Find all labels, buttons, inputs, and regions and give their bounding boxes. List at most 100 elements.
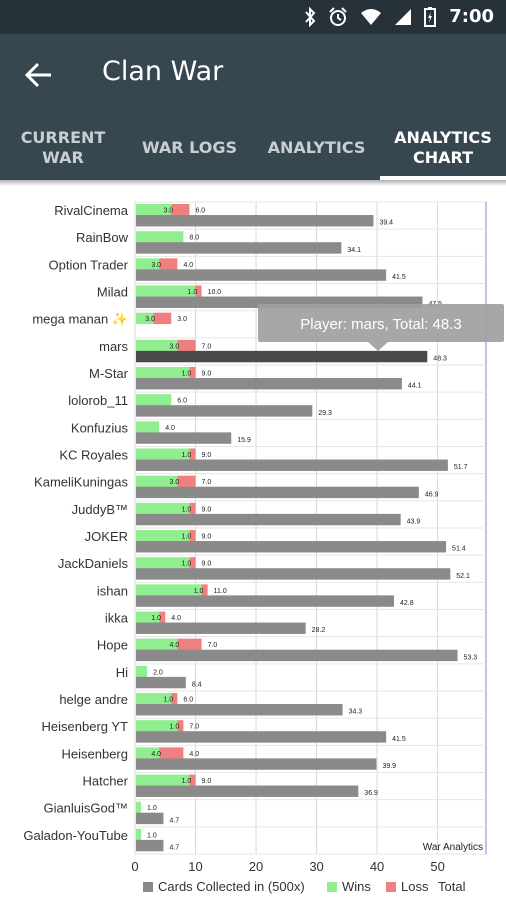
wins-value-label: 4.0 bbox=[183, 262, 193, 269]
category-label: Hope bbox=[97, 638, 128, 653]
cards-value-label: 29.3 bbox=[318, 410, 332, 417]
wins-bar bbox=[136, 231, 184, 243]
tab-analytics-chart[interactable]: ANALYTICS CHART bbox=[380, 116, 506, 180]
loss-value-label: 3.0 bbox=[169, 343, 179, 350]
cards-value-label: 41.5 bbox=[392, 736, 406, 743]
loss-bar bbox=[189, 557, 196, 569]
cards-value-label: 48.3 bbox=[433, 356, 447, 363]
cards-bar bbox=[136, 541, 447, 553]
arrow-back-icon[interactable] bbox=[24, 60, 54, 90]
category-label: ikka bbox=[105, 611, 129, 626]
wins-value-label: 9.0 bbox=[202, 778, 212, 785]
tab-analytics-chart-line2: CHART bbox=[412, 148, 474, 167]
cards-bar bbox=[136, 432, 232, 444]
loss-value-label: 1.0 bbox=[182, 778, 192, 785]
wins-bar bbox=[136, 828, 142, 841]
loss-bar bbox=[171, 693, 178, 705]
wins-bar bbox=[136, 421, 160, 433]
cards-value-label: 41.5 bbox=[392, 274, 406, 281]
legend-swatch bbox=[327, 882, 337, 892]
status-icons bbox=[304, 7, 436, 27]
cards-bar bbox=[136, 215, 374, 227]
category-label: Hi bbox=[116, 665, 128, 680]
loss-bar bbox=[177, 475, 196, 488]
category-label: JuddyB™ bbox=[72, 502, 128, 517]
cards-value-label: 34.3 bbox=[349, 709, 363, 716]
loss-value-label: 3.0 bbox=[163, 208, 173, 215]
category-label: RainBow bbox=[76, 230, 129, 245]
category-label: lolorob_11 bbox=[68, 393, 128, 408]
wins-value-label: 11.0 bbox=[214, 588, 227, 595]
tab-current-war-line2: WAR bbox=[42, 148, 84, 167]
wins-value-label: 4.0 bbox=[171, 615, 181, 622]
bluetooth-icon bbox=[305, 7, 316, 27]
tab-war-logs[interactable]: WAR LOGS bbox=[126, 116, 253, 180]
category-label: RivalCinema bbox=[54, 203, 128, 218]
category-label: JOKER bbox=[85, 529, 128, 544]
loss-value-label: 1.0 bbox=[182, 534, 192, 541]
cards-value-label: 43.9 bbox=[407, 519, 421, 526]
legend-label: Wins bbox=[342, 879, 371, 894]
wins-bar bbox=[136, 312, 154, 325]
wins-value-label: 3.0 bbox=[177, 316, 187, 323]
cards-bar bbox=[136, 568, 451, 580]
cards-bar bbox=[136, 812, 164, 825]
wins-value-label: 6.0 bbox=[183, 697, 193, 704]
analytics-chart[interactable]: RivalCinema 3.0 6.0 39.4 RainBow 8.0 34.1 Optio… bbox=[0, 186, 506, 900]
cards-value-label: 8.4 bbox=[192, 682, 202, 689]
signal-icon bbox=[395, 9, 411, 25]
cards-value-label: 51.7 bbox=[454, 464, 468, 471]
cards-bar bbox=[136, 649, 458, 662]
category-label: Heisenberg bbox=[62, 746, 129, 761]
wins-value-label: 6.0 bbox=[177, 398, 187, 405]
category-label: Milad bbox=[97, 285, 128, 300]
category-label: KC Royales bbox=[59, 448, 128, 463]
cards-bar bbox=[136, 839, 164, 852]
legend-swatch bbox=[143, 882, 153, 892]
loss-value-label: 1.0 bbox=[169, 724, 179, 731]
wins-bar bbox=[136, 747, 160, 759]
x-tick-label: 50 bbox=[430, 859, 444, 874]
category-label: ishan bbox=[97, 583, 128, 598]
loss-value-label: 1.0 bbox=[182, 371, 192, 378]
app-bar-shadow bbox=[0, 180, 506, 186]
cards-bar bbox=[136, 731, 387, 743]
wins-bar bbox=[136, 285, 196, 297]
cards-bar bbox=[136, 758, 377, 770]
loss-value-label: 3.0 bbox=[145, 316, 155, 323]
wins-value-label: 7.0 bbox=[202, 479, 212, 486]
wifi-icon bbox=[361, 9, 381, 25]
loss-bar bbox=[177, 720, 184, 732]
wins-bar bbox=[136, 774, 190, 786]
legend-label: Total bbox=[438, 879, 466, 894]
wins-bar bbox=[136, 720, 178, 732]
loss-bar bbox=[201, 584, 208, 596]
cards-bar bbox=[136, 704, 343, 716]
loss-bar bbox=[189, 502, 196, 515]
x-tick-label: 0 bbox=[131, 859, 138, 874]
cards-bar bbox=[136, 785, 359, 797]
loss-bar bbox=[153, 312, 172, 325]
cards-value-label: 34.1 bbox=[347, 247, 361, 254]
category-label: Konfuzius bbox=[71, 420, 129, 435]
cards-bar bbox=[136, 486, 419, 499]
cards-bar bbox=[136, 459, 448, 471]
tab-war-logs-label: WAR LOGS bbox=[141, 138, 238, 157]
wins-bar bbox=[136, 530, 190, 542]
wins-value-label: 10.0 bbox=[208, 289, 222, 296]
loss-bar bbox=[189, 774, 196, 786]
tab-current-war[interactable]: CURRENT WAR bbox=[0, 116, 126, 180]
battery-charging-icon bbox=[424, 7, 436, 27]
loss-bar bbox=[189, 367, 196, 379]
wins-bar bbox=[136, 258, 160, 270]
wins-bar bbox=[136, 448, 190, 460]
tab-current-war-line1: CURRENT bbox=[20, 128, 106, 147]
wins-value-label: 7.0 bbox=[202, 343, 212, 350]
tab-analytics[interactable]: ANALYTICS bbox=[253, 116, 380, 180]
wins-bar bbox=[136, 502, 190, 515]
cards-value-label: 39.9 bbox=[382, 763, 396, 770]
cards-value-label: 51.4 bbox=[452, 546, 466, 553]
tooltip-background bbox=[258, 304, 504, 342]
tooltip: Player: mars, Total: 48.3 bbox=[258, 304, 504, 351]
x-tick-label: 40 bbox=[370, 859, 384, 874]
